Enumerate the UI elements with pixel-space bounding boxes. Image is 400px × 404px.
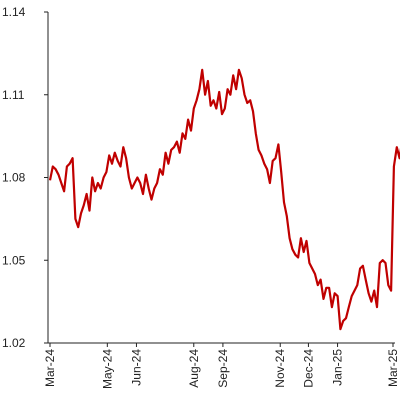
x-tick-label: Sep-24 — [216, 349, 230, 388]
y-axis: 1.02 1.05 1.08 1.11 1.14 — [2, 5, 49, 350]
y-tick-label: 1.08 — [2, 171, 26, 185]
x-axis: Mar-24 May-24 Jun-24 Aug-24 Sep-24 Nov-24 Dec-… — [43, 342, 400, 389]
x-tick-label: Nov-24 — [273, 349, 287, 388]
x-tick-label: Jan-25 — [331, 349, 345, 386]
x-tick-label: Dec-24 — [301, 349, 315, 388]
y-tick-label: 1.11 — [2, 88, 25, 102]
x-tick-label: Mar-24 — [43, 349, 57, 387]
y-tick-label: 1.14 — [2, 5, 26, 19]
y-tick-label: 1.05 — [2, 253, 26, 267]
x-tick-label: Aug-24 — [187, 349, 201, 388]
series-line — [48, 68, 400, 331]
x-tick-label: Mar-25 — [386, 349, 400, 387]
x-tick-label: Jun-24 — [129, 349, 143, 386]
y-tick-label: 1.02 — [2, 336, 26, 350]
series-layer — [48, 68, 400, 331]
x-tick-label: May-24 — [100, 349, 114, 389]
